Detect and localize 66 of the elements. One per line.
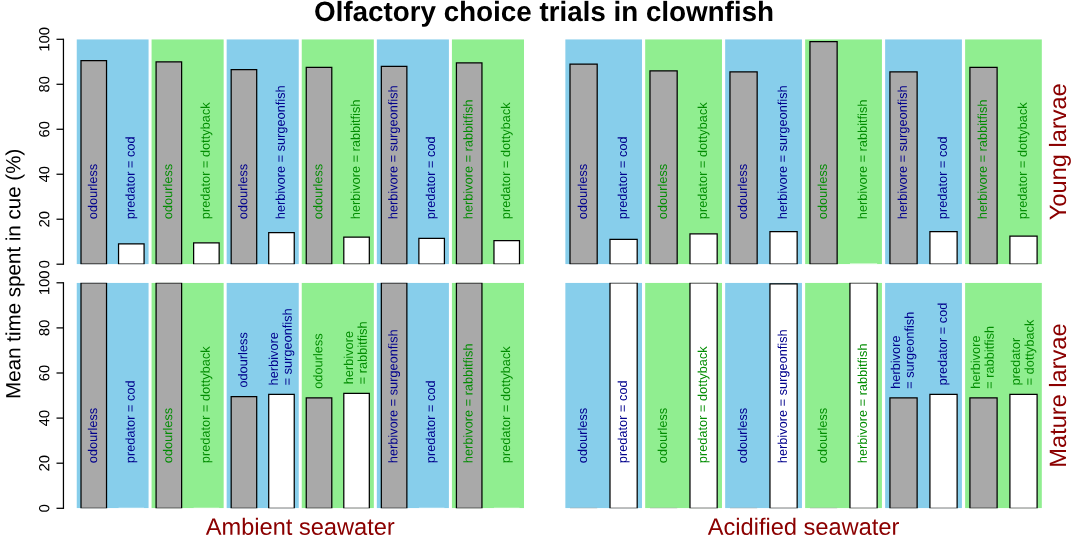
y-tick-label: 80 xyxy=(39,320,50,336)
x-tick-label: odourless xyxy=(237,164,248,219)
x-tick-label: herbivore = surgeonfish xyxy=(890,312,917,389)
y-tick-label: 80 xyxy=(39,76,50,92)
x-axis-title: Acidified seawater xyxy=(707,517,899,536)
x-tick-label: herbivore = rabbitfish xyxy=(857,100,867,219)
x-tick-label: odourless xyxy=(737,408,747,463)
y-tick-label: 60 xyxy=(39,121,50,137)
y-tick-label: 40 xyxy=(39,410,50,426)
x-tick-label: predator = dottyback xyxy=(200,102,213,219)
chart-title: Olfactory choice trials in clownfish xyxy=(315,0,773,27)
x-tick-label: predator = cod xyxy=(125,381,138,463)
y-tick-label: 100 xyxy=(39,271,50,294)
x-tick-label: predator = cod xyxy=(425,137,438,219)
x-tick-label: odourless xyxy=(817,408,827,463)
x-tick-label: herbivore = rabbitfish xyxy=(857,344,867,463)
x-tick-label: predator = dottyback xyxy=(200,346,213,463)
x-tick-label: predator = cod xyxy=(617,381,630,463)
x-tick-label: herbivore = surgeonfish xyxy=(897,86,910,219)
x-tick-label: odourless xyxy=(237,332,248,388)
x-tick-label: predator = dottyback xyxy=(500,346,513,463)
x-tick-label: odourless xyxy=(313,333,323,389)
x-tick-label: predator = dottyback xyxy=(697,346,710,463)
y-tick-label: 40 xyxy=(39,166,50,183)
y2-axis-title: Mature larvae xyxy=(1048,324,1067,466)
x-tick-label: herbivore = surgeonfish xyxy=(275,86,288,219)
x-tick-label: odourless xyxy=(657,164,668,219)
x-tick-label: predator = cod xyxy=(125,137,138,219)
x-tick-label: herbivore = surgeonfish xyxy=(388,86,401,219)
x-tick-label: herbivore = rabbitfish xyxy=(977,100,987,219)
y-tick-label: 60 xyxy=(39,365,50,381)
x-tick-label: predator = dottyback xyxy=(697,102,710,219)
x-tick-label: odourless xyxy=(817,164,827,219)
x-tick-label: odourless xyxy=(87,164,98,219)
x-tick-label: predator = cod xyxy=(937,303,950,385)
y-tick-label: 100 xyxy=(39,27,50,51)
y-tick-label: 0 xyxy=(39,260,50,268)
x-tick-label: odourless xyxy=(577,164,588,219)
x-tick-label: herbivore = rabbitfish xyxy=(463,100,473,219)
x-tick-label: odourless xyxy=(657,408,668,463)
x-tick-label: herbivore = rabbitfish xyxy=(970,326,994,389)
y-tick-label: 0 xyxy=(39,504,50,512)
x-tick-label: odourless xyxy=(87,408,98,463)
y-axis-title: Mean time spent in cue (%) xyxy=(5,149,25,398)
x-tick-label: herbivore = surgeonfish xyxy=(777,330,790,463)
y-tick-label: 20 xyxy=(39,211,50,227)
x-tick-label: herbivore = surgeonfish xyxy=(388,330,401,463)
x-tick-label: predator = cod xyxy=(937,137,950,219)
x-tick-label: predator = dottyback xyxy=(1010,319,1037,385)
x-axis-title: Ambient seawater xyxy=(205,517,395,536)
x-tick-label: herbivore = rabbitfish xyxy=(343,322,367,384)
x-tick-label: odourless xyxy=(737,164,747,219)
x-tick-label: odourless xyxy=(162,408,173,463)
x-tick-label: predator = dottyback xyxy=(500,102,513,219)
y2-axis-title: Young larvae xyxy=(1048,84,1071,220)
x-tick-label: herbivore = rabbitfish xyxy=(350,100,360,219)
x-tick-label: predator = cod xyxy=(617,137,630,219)
x-tick-label: odourless xyxy=(313,164,323,219)
x-tick-label: herbivore = rabbitfish xyxy=(463,344,473,463)
x-tick-label: herbivore = surgeonfish xyxy=(777,86,790,219)
x-tick-label: herbivore = surgeonfish xyxy=(268,309,295,385)
x-tick-label: predator = cod xyxy=(425,381,438,463)
y-tick-label: 20 xyxy=(39,455,50,471)
x-tick-label: predator = dottyback xyxy=(1017,102,1030,219)
x-tick-label: odourless xyxy=(577,408,588,463)
x-tick-label: odourless xyxy=(162,164,173,219)
